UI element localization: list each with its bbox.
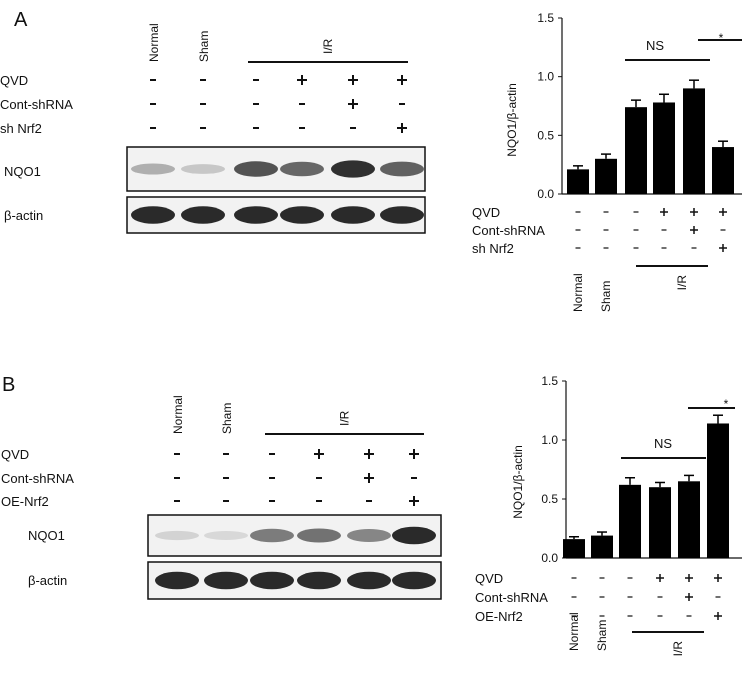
panel-a-figure: A Normal Sham I/R QVD Cont-shRNA sh Nrf2 NQO1 β-… [0, 9, 742, 312]
blot-a-band-mark [331, 206, 375, 224]
blot-a-band-label: β-actin [4, 208, 43, 223]
bar-b-y-tick-label: 1.0 [541, 433, 558, 447]
bar-b-row-label: QVD [475, 571, 503, 586]
bar-a-annotation-text: * [719, 31, 724, 45]
blot-a-band-mark [234, 161, 278, 177]
bar-a-row-label: QVD [472, 205, 500, 220]
bar-a-group-label: Normal [571, 273, 585, 312]
blot-b-row-label: OE-Nrf2 [1, 494, 49, 509]
bar-a-y-tick-label: 1.0 [537, 70, 554, 84]
bar-a-y-label: NQO1/β-actin [505, 83, 519, 157]
bar-b-y-tick-label: 1.5 [541, 374, 558, 388]
blot-a-band-mark [131, 206, 175, 224]
bar-a-row-label: sh Nrf2 [472, 241, 514, 256]
blot-b-row-label: QVD [1, 447, 29, 462]
bar-b-bar [678, 481, 700, 558]
blot-a-column-header: Normal [147, 23, 161, 62]
blot-a-band-mark [234, 206, 278, 224]
bar-a-y-tick-label: 0.5 [537, 128, 554, 142]
blot-a-row-label: Cont-shRNA [0, 97, 73, 112]
bar-b-ir-label: I/R [671, 641, 685, 657]
bar-b-row-label: OE-Nrf2 [475, 609, 523, 624]
bar-a-row-label: Cont-shRNA [472, 223, 545, 238]
blot-b-band-mark [204, 571, 248, 590]
bar-b-group-label: Sham [595, 620, 609, 651]
blot-b-row-label: Cont-shRNA [1, 471, 74, 486]
bar-b-y-label: NQO1/β-actin [511, 445, 525, 519]
bar-b-annotation-text: * [724, 397, 729, 411]
bar-b-group-label: Normal [567, 612, 581, 651]
blot-a-band-mark [380, 206, 424, 224]
blot-a-column-header: Sham [197, 31, 211, 62]
blot-b-band-mark [347, 529, 391, 542]
bar-b-bar [619, 484, 641, 558]
bar-b-annotation-text: NS [654, 436, 672, 451]
bar-a-bar [683, 88, 705, 194]
panel-a: A Normal Sham I/R QVD Cont-shRNA sh Nrf2 NQO1 β-… [0, 9, 742, 312]
blot-b-band-label: NQO1 [28, 528, 65, 543]
bar-a-bar [595, 158, 617, 194]
blot-b-band-mark [297, 528, 341, 543]
blot-a-band-mark [280, 206, 324, 224]
bar-a-y-tick-label: 0.0 [537, 187, 554, 201]
bar-a-ir-label: I/R [675, 275, 689, 291]
bar-b-y-tick-label: 0.0 [541, 551, 558, 565]
bar-a-y-tick-label: 1.5 [537, 11, 554, 25]
blot-b-band-mark [204, 531, 248, 540]
bar-b-row-label: Cont-shRNA [475, 590, 548, 605]
bar-a-bar [653, 102, 675, 194]
blot-b-column-header: Normal [171, 395, 185, 434]
panel-b: B Normal Sham I/R QVD Cont-shRNA OE-Nrf2 NQO1 β-… [0, 341, 746, 682]
blot-a-row-label: QVD [0, 73, 28, 88]
blot-b-band-mark [250, 571, 294, 590]
bar-b-bar [649, 487, 671, 558]
blot-b-band-mark [392, 526, 436, 545]
blot-b-band-label: β-actin [28, 573, 67, 588]
panel-a-letter: A [14, 9, 28, 31]
bar-a-bar [625, 107, 647, 194]
blot-b-band-mark [250, 528, 294, 543]
bar-b-bar [707, 423, 729, 558]
panel-b-letter: B [2, 374, 15, 396]
bar-a-annotation-text: NS [646, 38, 664, 53]
blot-a-band-mark [280, 161, 324, 177]
blot-a-ir-label: I/R [321, 38, 335, 54]
blot-a-band-mark [181, 206, 225, 224]
bar-b-bar [563, 539, 585, 558]
blot-b-band-mark [155, 530, 199, 541]
bar-b-bar [591, 535, 613, 558]
blot-b-band-mark [155, 571, 199, 590]
blot-b-band-mark [347, 571, 391, 590]
blot-b-band-mark [392, 571, 436, 590]
blot-a-band-mark [331, 160, 375, 178]
bar-a-bar [712, 147, 734, 194]
blot-a-band-mark [181, 164, 225, 174]
bar-a-bar [567, 169, 589, 194]
blot-b-column-header: Sham [220, 403, 234, 434]
blot-a-band-label: NQO1 [4, 164, 41, 179]
bar-b-y-tick-label: 0.5 [541, 492, 558, 506]
blot-a-band-mark [131, 163, 175, 175]
blot-b-ir-label: I/R [338, 410, 352, 426]
panel-b-figure: B Normal Sham I/R QVD Cont-shRNA OE-Nrf2 NQO1 β-… [1, 374, 742, 657]
blot-a-band-mark [380, 161, 424, 177]
blot-a-row-label: sh Nrf2 [0, 121, 42, 136]
bar-a-group-label: Sham [599, 281, 613, 312]
blot-b-band-mark [297, 571, 341, 590]
